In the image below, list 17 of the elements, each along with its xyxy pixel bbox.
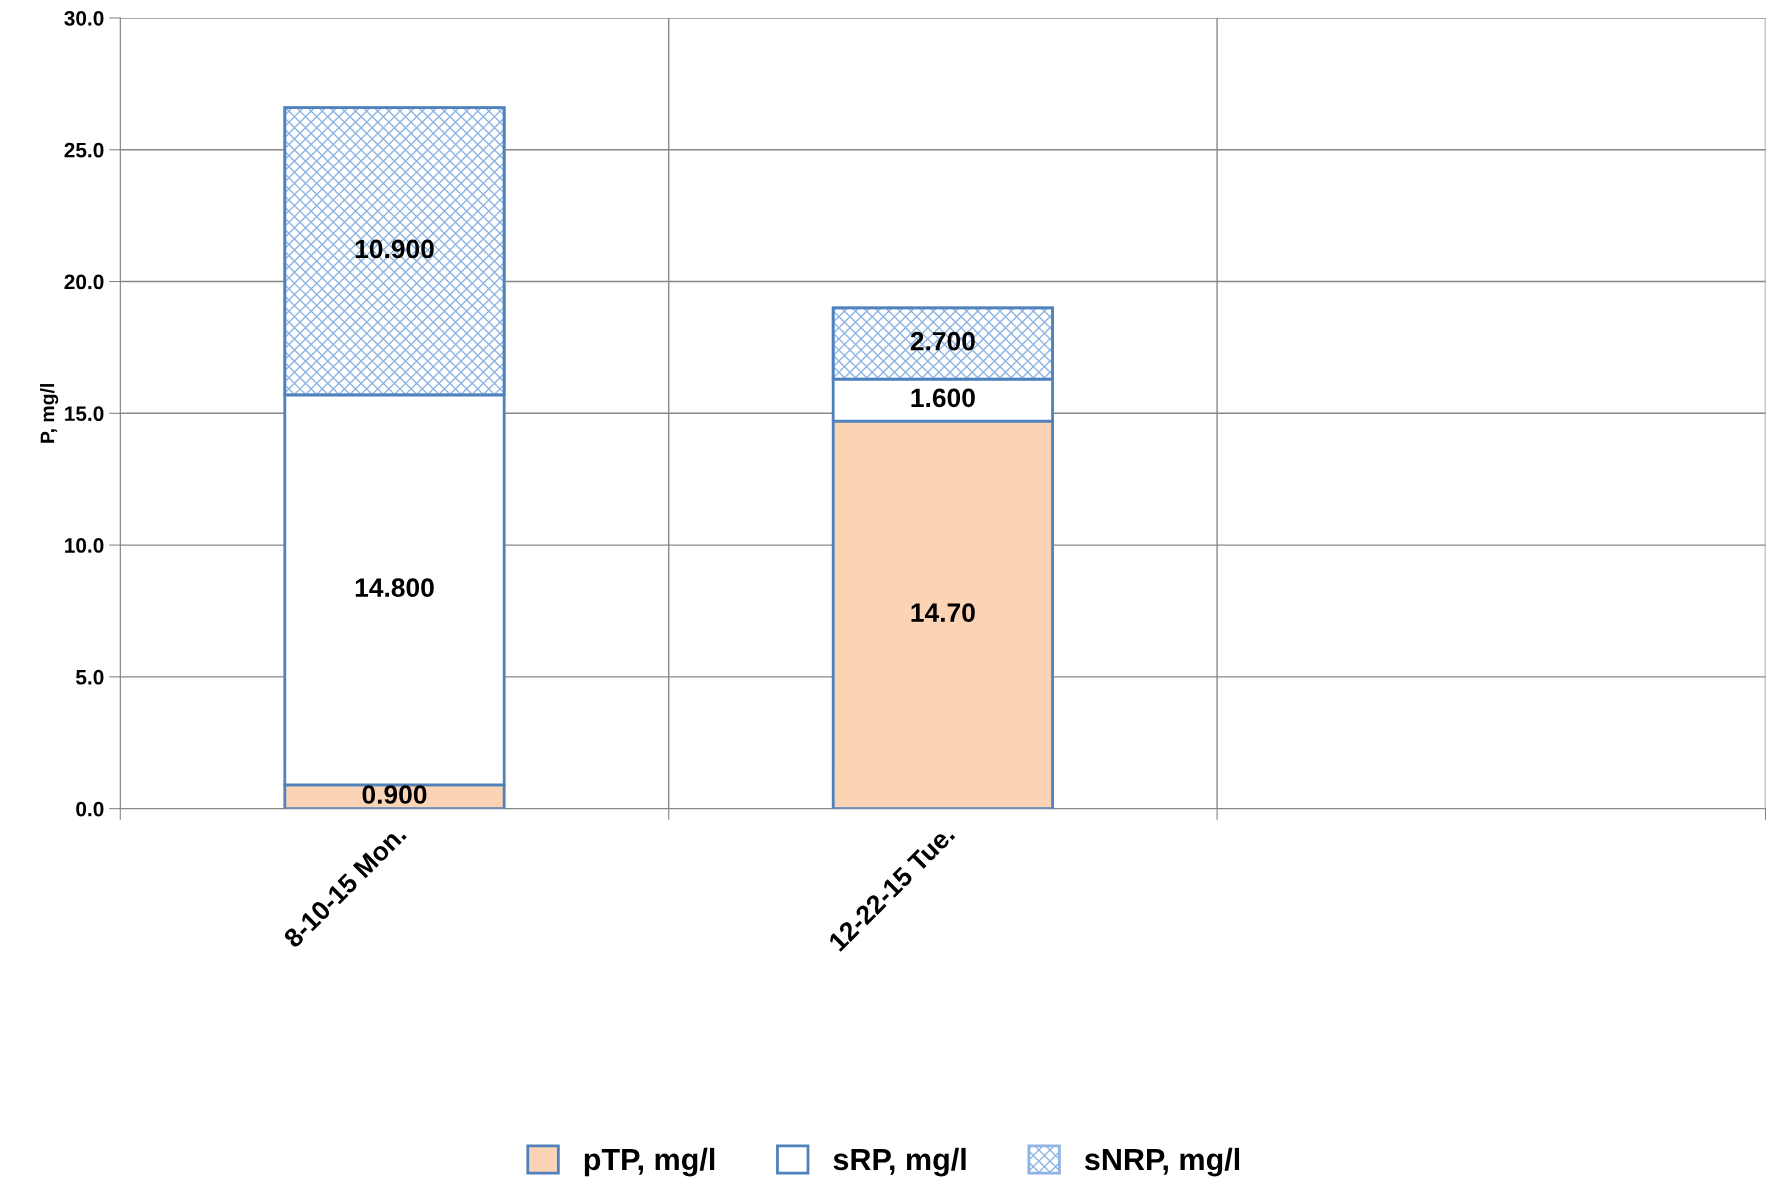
data-label: 2.700 xyxy=(910,331,975,351)
y-tick-label: 20.0 xyxy=(64,274,104,290)
y-tick-label: 10.0 xyxy=(65,538,104,553)
y-axis-title: P, mg/l xyxy=(40,384,59,443)
y-tick-label: 0.0 xyxy=(76,801,104,817)
data-label: 14.800 xyxy=(355,578,434,597)
legend-label: sRP, mg/l xyxy=(833,1147,966,1177)
y-tick-label: 5.0 xyxy=(76,669,104,685)
y-tick-label: 15.0 xyxy=(65,406,104,422)
data-label: 0.900 xyxy=(362,785,427,804)
data-label: 14.70 xyxy=(911,603,975,623)
y-tick-label: 30.0 xyxy=(64,10,104,26)
y-tick-label: 25.0 xyxy=(64,142,104,158)
legend-label: sNRP, mg/l xyxy=(1084,1147,1240,1177)
data-label: 1.600 xyxy=(911,388,975,408)
data-label: 10.900 xyxy=(355,239,434,259)
legend-label: pTP, mg/l xyxy=(584,1147,715,1177)
